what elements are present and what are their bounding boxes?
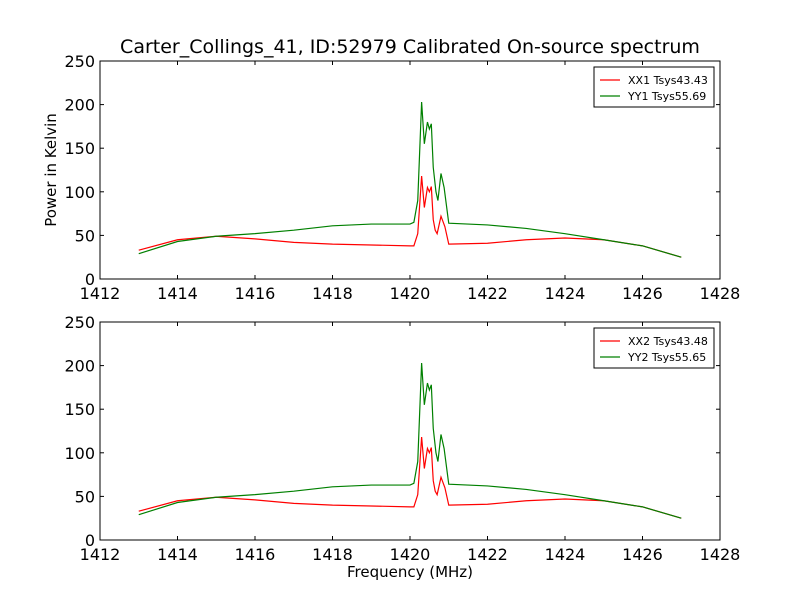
legend-label-1-0: XX2 Tsys43.48 [628, 335, 708, 348]
legend-label-0-0: XX1 Tsys43.43 [628, 74, 708, 87]
x-tick-label-1-4: 1420 [390, 545, 431, 564]
x-tick-label-0-1: 1414 [157, 284, 198, 303]
y-tick-label-0-0: 0 [85, 270, 95, 289]
y-tick-label-1-0: 0 [85, 531, 95, 550]
x-tick-label-0-0: 1412 [80, 284, 121, 303]
y-axis-label: Power in Kelvin [42, 113, 60, 227]
bottom-subplot: 1412 1414 1416 1418 1420 1422 1424 1426 1428 0 50 1… [64, 313, 740, 564]
x-tick-label-0-2: 1416 [235, 284, 276, 303]
top-subplot: 1412 1414 1416 1418 1420 1422 1424 1426 1428 0 50 1… [64, 52, 740, 303]
y-tick-label-0-2: 100 [64, 183, 95, 202]
y-tick-label-1-3: 150 [64, 400, 95, 419]
x-tick-label-1-8: 1428 [700, 545, 741, 564]
y-tick-label-0-4: 200 [64, 96, 95, 115]
x-tick-label-0-8: 1428 [700, 284, 741, 303]
x-tick-label-0-5: 1422 [467, 284, 508, 303]
x-tick-label-1-1: 1414 [157, 545, 198, 564]
x-tick-label-1-2: 1416 [235, 545, 276, 564]
x-axis-label: Frequency (MHz) [347, 563, 473, 581]
y-tick-label-0-1: 50 [75, 226, 95, 245]
x-tick-label-1-0: 1412 [80, 545, 121, 564]
legend-box-1 [593, 327, 715, 369]
legend-label-0-1: YY1 Tsys55.69 [627, 90, 706, 103]
y-tick-label-1-1: 50 [75, 487, 95, 506]
x-tick-label-1-7: 1426 [622, 545, 663, 564]
chart-title: Carter_Collings_41, ID:52979 Calibrated … [120, 36, 700, 58]
legend-1: XX2 Tsys43.48 YY2 Tsys55.65 [593, 327, 715, 369]
x-tick-label-1-5: 1422 [467, 545, 508, 564]
series-line-1-0 [138, 437, 682, 519]
x-tick-label-1-6: 1424 [545, 545, 586, 564]
y-tick-label-0-3: 150 [64, 139, 95, 158]
y-tick-label-1-4: 200 [64, 357, 95, 376]
y-tick-label-1-5: 250 [64, 313, 95, 332]
series-line-1-1 [138, 362, 682, 519]
legend-0: XX1 Tsys43.43 YY1 Tsys55.69 [593, 66, 715, 108]
y-tick-label-1-2: 100 [64, 444, 95, 463]
y-tick-label-0-5: 250 [64, 52, 95, 71]
x-tick-label-0-4: 1420 [390, 284, 431, 303]
legend-box-0 [593, 66, 715, 108]
x-tick-label-0-7: 1426 [622, 284, 663, 303]
series-line-0-0 [138, 176, 682, 258]
legend-label-1-1: YY2 Tsys55.65 [627, 351, 706, 364]
x-tick-label-0-6: 1424 [545, 284, 586, 303]
x-tick-label-0-3: 1418 [312, 284, 353, 303]
x-tick-label-1-3: 1418 [312, 545, 353, 564]
series-line-0-1 [138, 101, 682, 258]
